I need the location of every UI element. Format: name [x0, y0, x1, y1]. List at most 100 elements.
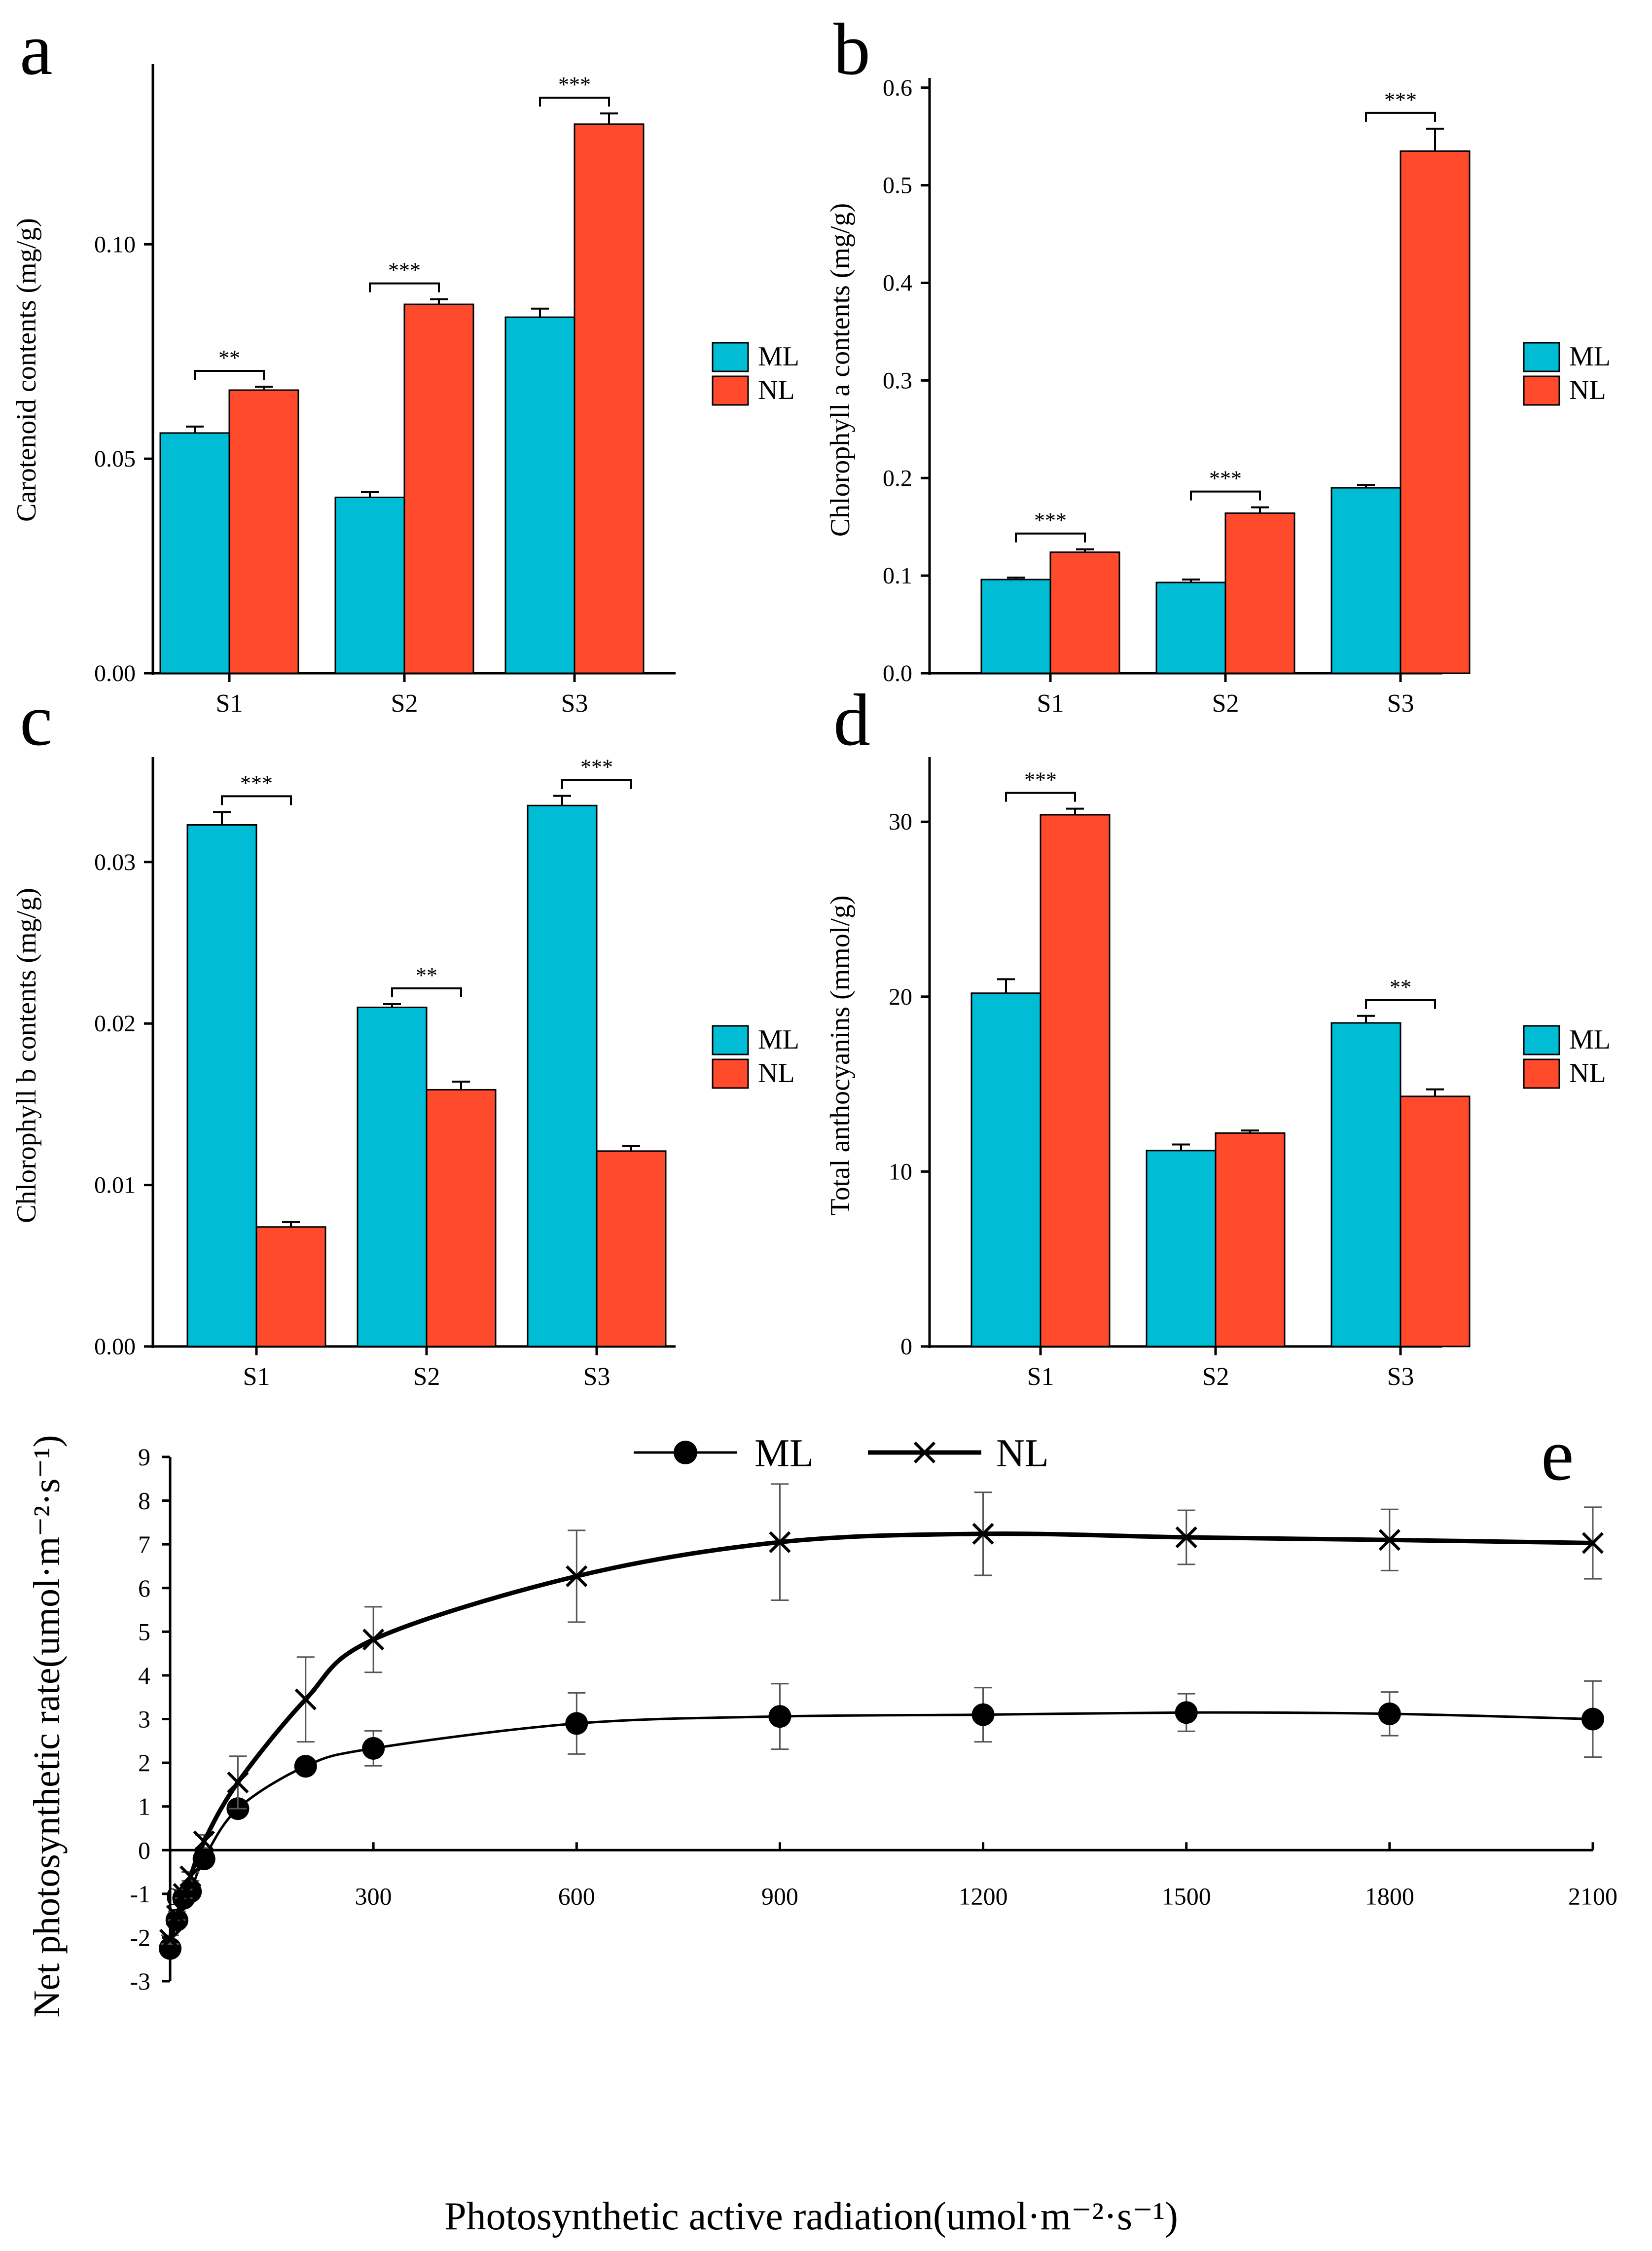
bar-NL	[228, 389, 299, 674]
y-tick-label: 0.02	[94, 1011, 136, 1037]
series-line-NL	[168, 1531, 1593, 1941]
data-point-ML	[362, 1737, 385, 1760]
significance-label: ***	[1384, 88, 1417, 112]
y-tick-label: 9	[138, 1443, 150, 1471]
y-axis-title: Chlorophyll b contents (mg/g)	[11, 888, 42, 1223]
significance-bracket	[1015, 532, 1086, 543]
y-tick-label: 3	[138, 1706, 150, 1733]
panel-a: a 0.00 0.05 0.10 Carotenoid contents (mg/g) S…	[11, 8, 799, 718]
y-tick-label: 0.6	[883, 75, 912, 101]
significance-label: ***	[558, 73, 591, 97]
data-point-NL	[1581, 1532, 1604, 1554]
x-axis-title: Photosynthetic active radiation(umol·m⁻²…	[444, 2195, 1178, 2238]
bar-ML	[527, 804, 598, 1347]
bar-ML	[1330, 1022, 1401, 1347]
panel-label-e: e	[1541, 1414, 1574, 1496]
data-point-NL	[1175, 1526, 1197, 1549]
y-tick-label: 0.01	[94, 1172, 136, 1198]
legend-label-ML: ML	[758, 1024, 799, 1055]
x-tick-label: S1	[1027, 1363, 1054, 1391]
x-tick-label: S2	[1202, 1363, 1229, 1391]
y-tick-label: 20	[889, 984, 912, 1010]
y-tick-label: 0.03	[94, 849, 136, 875]
significance-label: **	[416, 963, 437, 987]
x-tick-label: 900	[761, 1882, 798, 1910]
y-tick-label: 2	[138, 1749, 150, 1777]
y-tick-label: 0.10	[94, 231, 136, 257]
data-point-ML	[1581, 1707, 1604, 1731]
data-point-NL	[362, 1629, 385, 1651]
significance-label: ***	[388, 258, 421, 283]
legend-swatch-ML	[712, 1025, 749, 1055]
y-tick-label: -1	[130, 1880, 150, 1908]
bar-NL	[1224, 512, 1295, 674]
legend-label-NL: NL	[1569, 375, 1606, 405]
legend-swatch-NL	[1523, 375, 1560, 406]
y-tick-label: 1	[138, 1793, 150, 1820]
y-tick-label: 30	[889, 809, 912, 835]
y-tick-label: 5	[138, 1618, 150, 1645]
data-point-ML	[565, 1712, 588, 1735]
panel-label-a: a	[20, 8, 53, 90]
bar-NL	[255, 1226, 326, 1347]
bar-ML	[159, 432, 230, 674]
data-point-NL	[1378, 1529, 1401, 1551]
significance-bracket	[561, 779, 632, 789]
data-point-NL	[227, 1771, 249, 1794]
legend-label-NL: NL	[1569, 1058, 1606, 1089]
x-tick-label: 2100	[1568, 1882, 1617, 1910]
data-point-NL	[166, 1905, 188, 1927]
significance-bracket	[1005, 792, 1076, 802]
bar-NL	[1400, 150, 1471, 674]
legend-label-ML: ML	[758, 341, 799, 372]
y-axis-title: Carotenoid contents (mg/g)	[11, 218, 42, 522]
bar-ML	[1155, 581, 1226, 674]
y-tick-label: 6	[138, 1574, 150, 1602]
panel-e: e -3 -2 -1 0 1 2 3 4 5 6 7 8 9 300 600 900 1200 1500 1800 21…	[26, 1414, 1617, 2238]
x-tick-label: 1200	[959, 1882, 1008, 1910]
legend-label-ML: ML	[754, 1432, 814, 1475]
data-point-ML	[768, 1705, 791, 1728]
bar-ML	[504, 316, 575, 674]
significance-label: ***	[1024, 768, 1057, 792]
x-tick-label: S1	[216, 690, 243, 718]
legend-swatch-ML	[1523, 342, 1560, 372]
data-point-NL	[294, 1688, 317, 1710]
y-tick-label: 10	[889, 1159, 912, 1185]
significance-bracket	[1190, 490, 1261, 501]
significance-bracket	[539, 97, 610, 107]
x-tick-label: 1500	[1162, 1882, 1211, 1910]
panel-label-c: c	[20, 679, 53, 761]
data-point-ML	[294, 1755, 317, 1778]
data-point-NL	[159, 1928, 181, 1951]
x-tick-label: S3	[1387, 1363, 1414, 1391]
legend-swatch-ML	[712, 342, 749, 372]
x-tick-label: S1	[243, 1363, 270, 1391]
data-point-ML	[1175, 1701, 1198, 1724]
x-tick-label: S1	[1037, 690, 1064, 718]
y-tick-label: 0.05	[94, 446, 136, 472]
y-tick-label: 0.2	[883, 465, 912, 491]
y-axis-title: Chlorophyll a contents (mg/g)	[825, 203, 856, 537]
x-tick-label: S3	[561, 690, 588, 718]
significance-bracket	[221, 795, 292, 805]
bar-NL	[426, 1089, 497, 1347]
y-tick-label: 0.0	[883, 660, 912, 687]
y-tick-label: 7	[138, 1530, 150, 1558]
bar-NL	[1040, 814, 1111, 1347]
legend-marker-NL	[913, 1441, 936, 1464]
bar-NL	[574, 123, 645, 674]
x-tick-label: 1800	[1365, 1882, 1414, 1910]
data-point-NL	[972, 1523, 994, 1545]
significance-label: ***	[1034, 508, 1067, 533]
panel-label-b: b	[833, 8, 870, 90]
legend-swatch-ML	[1523, 1025, 1560, 1055]
y-tick-label: 4	[138, 1662, 150, 1689]
significance-bracket	[1365, 111, 1436, 122]
y-tick-label: 0	[138, 1836, 150, 1864]
significance-label: **	[1390, 975, 1411, 999]
y-axis-title: Total anthocyanins (mmol/g)	[825, 895, 856, 1215]
bar-NL	[1400, 1095, 1471, 1347]
significance-bracket	[194, 370, 265, 380]
